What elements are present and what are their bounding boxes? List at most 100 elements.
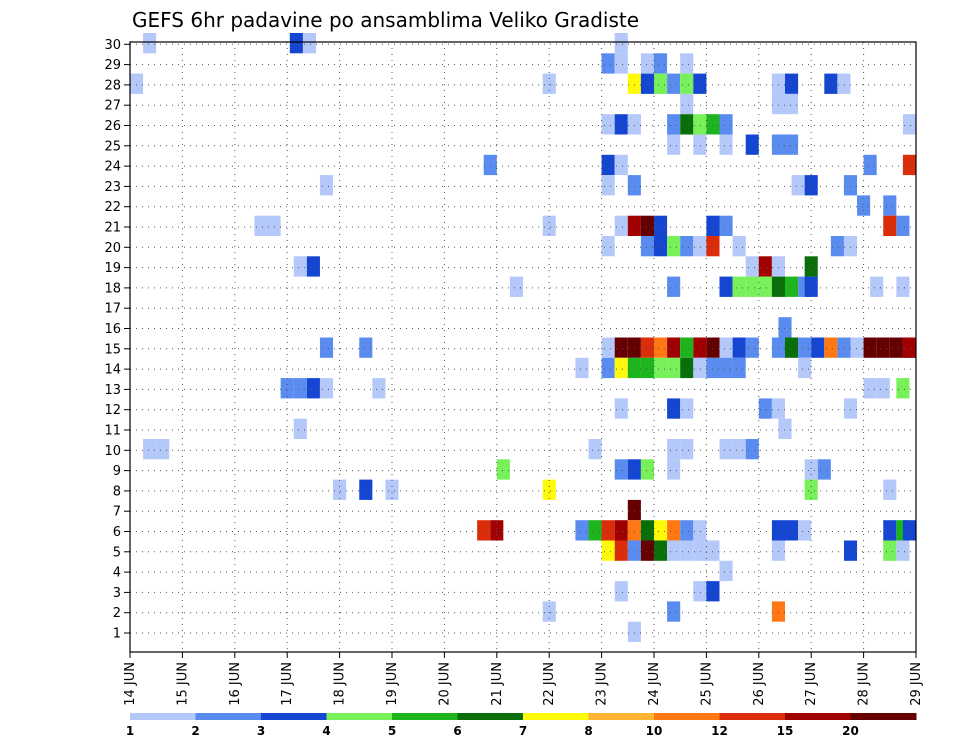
heatmap-cell [785,337,799,358]
heatmap-cell [627,215,641,236]
heatmap-cell [719,276,733,297]
x-tick-label: 21 JUN [490,662,505,706]
legend-swatch [523,713,589,720]
heatmap-cell [693,520,707,541]
heatmap-cell [542,73,556,94]
x-tick-label: 18 JUN [333,662,348,706]
x-tick-label: 17 JUN [280,662,295,706]
heatmap-cell [667,236,681,257]
heatmap-cell [817,459,831,480]
heatmap-cell [843,236,858,257]
heatmap-cell [693,134,707,155]
heatmap-cell [837,73,851,94]
heatmap-cell [306,378,320,399]
heatmap-cell [372,378,386,399]
heatmap-cell [667,601,681,622]
heatmap-cell [359,479,373,500]
y-tick-label: 15 [104,342,121,357]
legend-swatch [719,713,786,720]
heatmap-cell [693,357,707,379]
heatmap-cell [693,581,707,602]
heatmap-cell [302,33,317,54]
heatmap-cell [667,73,681,94]
heatmap-cell [654,73,668,94]
y-tick-label: 30 [104,38,121,53]
heatmap-cells [130,33,916,642]
heatmap-cell [719,560,733,582]
heatmap-cell [627,621,641,642]
y-tick-label: 8 [113,484,121,499]
heatmap-cell [490,520,504,541]
heatmap-cell [771,93,785,115]
heatmap-cell [771,540,785,561]
heatmap-cell [745,134,759,155]
legend-label: 5 [388,724,396,738]
heatmap-cell [902,520,916,541]
heatmap-cell [156,439,170,460]
heatmap-cell [732,337,746,358]
heatmap-cell [627,459,641,480]
y-tick-label: 9 [113,464,121,479]
heatmap-cell [483,154,497,176]
heatmap-cell [785,276,799,297]
heatmap-cell [706,215,720,236]
heatmap-cell [824,337,838,358]
gridlines [130,42,916,652]
heatmap-cell [654,357,668,379]
heatmap-cell [719,337,733,358]
heatmap-cell [496,459,510,480]
heatmap-cell [542,215,556,236]
y-tick-label: 23 [104,180,121,195]
heatmap-cell [693,73,707,94]
heatmap-cell [804,479,818,500]
heatmap-cell [804,276,818,297]
legend-swatch [326,713,393,720]
heatmap-cell [680,540,694,561]
x-tick-label: 26 JUN [752,662,767,706]
heatmap-cell [254,215,268,236]
heatmap-cell [601,114,615,135]
heatmap-cell [883,215,897,236]
legend-swatch [588,713,655,720]
heatmap-cell [640,459,654,480]
heatmap-cell [771,256,785,277]
heatmap-cell [706,114,720,135]
heatmap-cell [863,154,877,176]
heatmap-cell [667,276,681,297]
y-axis: 1234567891011121314151617181920212223242… [104,38,130,642]
y-tick-label: 29 [104,58,121,73]
heatmap-cell [575,357,589,379]
heatmap-cell [627,357,641,379]
heatmap-cell [771,520,785,541]
heatmap-cell [614,357,628,379]
heatmap-cell [627,520,641,541]
heatmap-cell [745,439,759,460]
heatmap-cell [614,581,628,602]
legend-label: 8 [584,724,592,738]
legend-label: 3 [257,724,265,738]
heatmap-cell [680,236,694,257]
y-tick-label: 16 [104,322,121,337]
heatmap-cell [667,520,681,541]
heatmap-cell [745,337,759,358]
heatmap-cell [883,540,897,561]
heatmap-cell [293,418,307,439]
heatmap-cell [896,378,910,399]
heatmap-cell [267,215,281,236]
heatmap-cell [732,236,746,257]
heatmap-cell [588,520,602,541]
legend-swatch [457,713,524,720]
heatmap-cell [758,256,772,277]
heatmap-cell [627,499,641,521]
legend-swatch [850,713,917,720]
heatmap-cell [654,520,668,541]
heatmap-cell [627,540,641,561]
heatmap-cell [627,73,641,94]
y-tick-label: 22 [104,200,121,215]
heatmap-cell [778,418,792,439]
heatmap-cell [719,357,733,379]
x-axis: 14 JUN 15 JUN 16 JUN 17 JUN 18 JUN 19 JUN 20 J… [123,652,924,706]
heatmap-cell [785,73,799,94]
heatmap-cell [627,337,641,358]
